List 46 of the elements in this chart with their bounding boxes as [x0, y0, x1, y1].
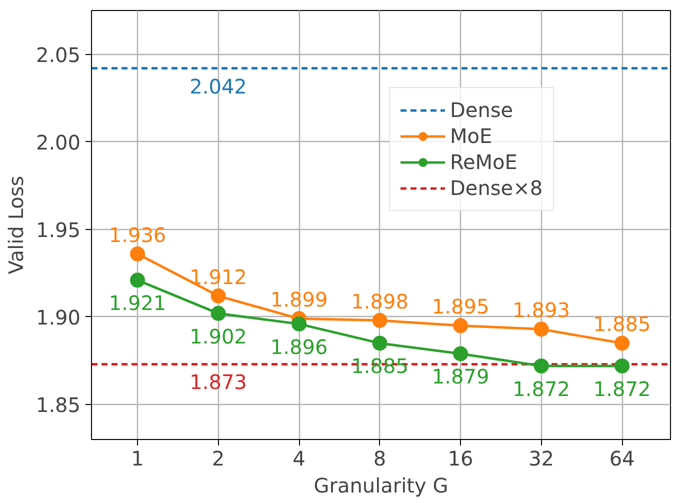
point [372, 312, 388, 328]
data-label: 1.902 [190, 324, 247, 348]
y-axis-title: Valid Loss [4, 176, 28, 274]
data-label: 1.899 [270, 288, 328, 312]
x-tick-label: 16 [448, 446, 474, 470]
data-label: 1.921 [108, 291, 166, 316]
point [210, 288, 226, 304]
x-tick-label: 2 [212, 446, 225, 470]
x-axis-title: Granularity G [314, 474, 448, 498]
data-label: 1.912 [190, 264, 247, 289]
annotation: 1.873 [190, 370, 247, 394]
point [534, 358, 549, 374]
data-label: 1.898 [351, 289, 408, 314]
point [614, 358, 630, 374]
data-label: 1.879 [432, 364, 490, 389]
x-tick-label: 8 [373, 446, 386, 470]
point [130, 272, 146, 288]
data-label: 1.896 [270, 334, 328, 359]
legend-label: Dense×8 [450, 176, 543, 200]
y-tick-label: 2.00 [36, 130, 80, 154]
point [292, 316, 307, 332]
x-tick-label: 1 [131, 446, 144, 470]
legend-label: MoE [450, 124, 492, 148]
legend-label: Dense [450, 98, 514, 122]
point [534, 322, 549, 337]
point [453, 346, 468, 362]
x-tick-label: 32 [528, 446, 554, 470]
data-label: 1.872 [512, 376, 570, 401]
annotation: 2.042 [190, 74, 247, 98]
data-label: 1.893 [512, 298, 570, 322]
x-tick-label: 64 [609, 446, 635, 470]
x-tick-label: 4 [292, 446, 306, 470]
data-label: 1.895 [432, 294, 490, 319]
data-label: 1.872 [593, 376, 651, 401]
point [372, 336, 388, 351]
data-label: 1.936 [108, 222, 166, 247]
y-tick-label: 1.90 [36, 305, 80, 330]
point [210, 306, 226, 321]
legend-label: ReMoE [450, 150, 518, 174]
point [453, 318, 468, 334]
point [130, 246, 146, 262]
y-tick-label: 1.95 [36, 218, 80, 242]
y-tick-label: 2.05 [36, 42, 80, 67]
data-label: 1.885 [593, 312, 651, 336]
point [614, 336, 630, 351]
y-tick-label: 1.85 [36, 392, 80, 417]
